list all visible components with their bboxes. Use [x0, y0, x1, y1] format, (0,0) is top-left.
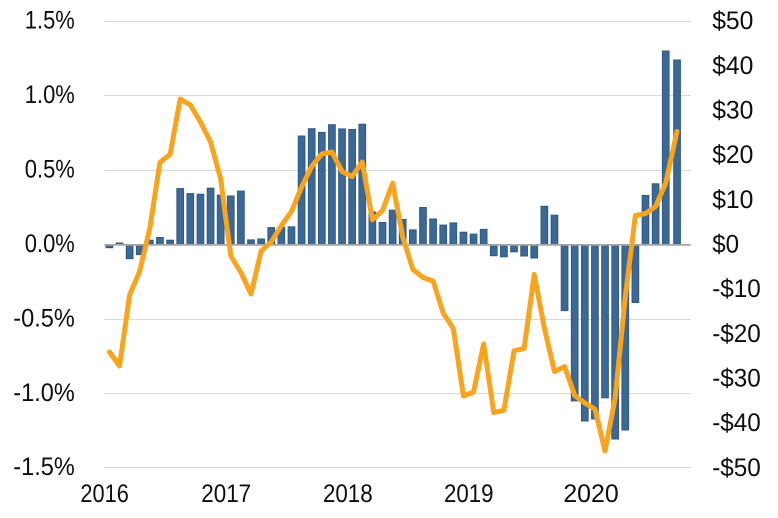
svg-text:-$40: -$40 — [712, 409, 761, 437]
svg-text:-$30: -$30 — [712, 365, 761, 393]
svg-text:$0: $0 — [712, 231, 739, 259]
svg-text:$50: $50 — [712, 7, 753, 35]
svg-text:-1.5%: -1.5% — [13, 453, 75, 481]
svg-text:2020: 2020 — [563, 480, 618, 508]
svg-text:-$20: -$20 — [712, 320, 761, 348]
svg-text:-$50: -$50 — [712, 454, 761, 482]
svg-text:0.5%: 0.5% — [25, 155, 75, 183]
svg-text:$10: $10 — [712, 186, 753, 214]
svg-text:2016: 2016 — [80, 480, 128, 508]
svg-text:2019: 2019 — [444, 480, 494, 508]
svg-text:$40: $40 — [712, 52, 753, 80]
svg-text:2017: 2017 — [201, 480, 251, 508]
svg-text:1.0%: 1.0% — [25, 81, 75, 109]
svg-text:1.5%: 1.5% — [25, 6, 75, 34]
svg-text:-$10: -$10 — [712, 275, 761, 303]
svg-text:-0.5%: -0.5% — [13, 305, 75, 333]
svg-text:2018: 2018 — [323, 480, 373, 508]
svg-text:-1.0%: -1.0% — [13, 379, 75, 407]
svg-text:$20: $20 — [712, 141, 753, 169]
svg-text:0.0%: 0.0% — [25, 230, 75, 258]
svg-text:$30: $30 — [712, 96, 753, 124]
